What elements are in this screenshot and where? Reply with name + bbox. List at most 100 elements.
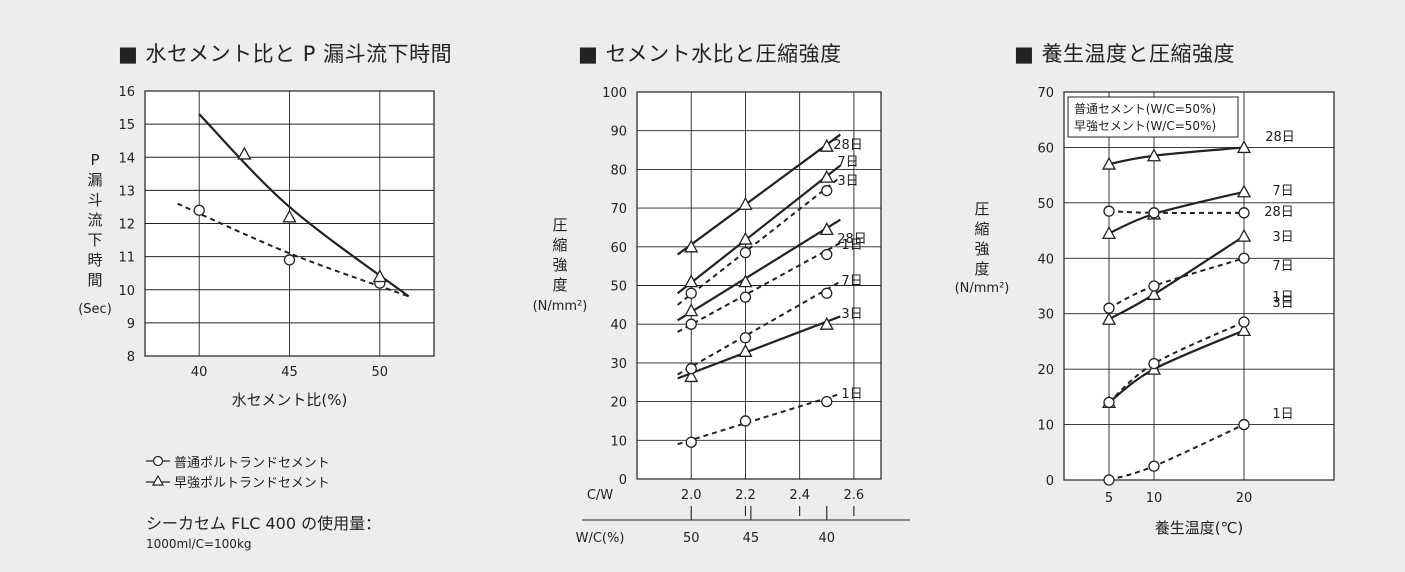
p2-series-label: 1日 bbox=[841, 238, 862, 253]
p3-legend-entry: 早強セメント(W/C=50%) bbox=[1074, 119, 1216, 133]
p1-x-tick-label: 40 bbox=[191, 365, 208, 380]
p1-y-tick-label: 13 bbox=[118, 184, 135, 199]
p2-data-point bbox=[738, 274, 753, 288]
p2-data-point bbox=[738, 343, 753, 357]
p3-data-point bbox=[1101, 311, 1117, 325]
p3-y-axis-label: 度 bbox=[974, 260, 989, 278]
p3-x-axis-label: 養生温度(℃) bbox=[1155, 519, 1244, 537]
p1-data-point bbox=[237, 146, 252, 160]
p1-data-point bbox=[283, 254, 296, 266]
p2-data-point bbox=[739, 291, 752, 303]
p1-x-tick-label: 50 bbox=[372, 365, 389, 380]
p3-data-point bbox=[1146, 286, 1162, 300]
p3-y-tick-label: 40 bbox=[1037, 252, 1054, 267]
p2-y-tick-label: 70 bbox=[610, 202, 627, 217]
p2-y-tick-label: 10 bbox=[610, 434, 627, 449]
p1-y-tick-label: 8 bbox=[127, 350, 135, 365]
p2-series-line-4 bbox=[677, 176, 841, 306]
p2-data-point bbox=[684, 369, 699, 383]
p3-series-label: 3日 bbox=[1272, 230, 1293, 245]
p1-y-unit: (Sec) bbox=[78, 302, 112, 317]
p2-y-axis-label: 度 bbox=[552, 276, 567, 294]
p3-y-tick-label: 20 bbox=[1037, 363, 1054, 378]
panel3-title: ■ 養生温度と圧縮強度 bbox=[1014, 42, 1236, 66]
p2-data-point bbox=[821, 185, 833, 197]
p2-series-line-1 bbox=[676, 164, 842, 295]
p3-y-axis-label: 圧 bbox=[974, 200, 989, 218]
p3-series-label: 7日 bbox=[1272, 184, 1293, 199]
p2-y-tick-label: 90 bbox=[610, 125, 627, 140]
p2-data-point bbox=[819, 222, 834, 236]
p2-x-tick-label: 2.0 bbox=[681, 488, 702, 503]
p2-y-tick-label: 30 bbox=[610, 357, 627, 372]
p3-y-axis-label: 縮 bbox=[974, 220, 989, 238]
p1-y-tick-label: 15 bbox=[118, 118, 135, 133]
p3-data-point bbox=[1236, 184, 1252, 198]
p3-data-point bbox=[1238, 207, 1250, 219]
p2-data-point bbox=[821, 395, 833, 408]
p3-y-tick-label: 70 bbox=[1037, 86, 1054, 101]
p3-y-tick-label: 50 bbox=[1037, 197, 1054, 212]
p2-wc-tick-label: 40 bbox=[819, 531, 836, 546]
p3-data-point bbox=[1103, 205, 1115, 217]
p3-legend-entry: 普通セメント(W/C=50%) bbox=[1074, 102, 1216, 116]
p1-data-point bbox=[372, 269, 387, 283]
p3-series-label: 3日 bbox=[1272, 296, 1293, 311]
p2-data-point bbox=[685, 318, 697, 330]
p2-data-point bbox=[819, 169, 834, 183]
p3-data-point bbox=[1101, 156, 1117, 170]
p1-y-tick-label: 12 bbox=[118, 218, 135, 233]
p2-data-point bbox=[685, 363, 697, 375]
p1-x-axis-label: 水セメント比(%) bbox=[232, 391, 348, 409]
p3-y-axis-label: 強 bbox=[974, 240, 989, 258]
p2-y-tick-label: 60 bbox=[610, 241, 627, 256]
p2-data-point bbox=[738, 231, 753, 245]
p3-x-tick-label: 5 bbox=[1105, 491, 1113, 506]
p3-data-point bbox=[1238, 252, 1250, 264]
p3-data-point bbox=[1236, 228, 1252, 242]
p2-series-line-2 bbox=[677, 218, 841, 322]
p3-data-point bbox=[1146, 148, 1162, 162]
p2-wc-tick-label: 50 bbox=[683, 531, 700, 546]
legend-item-early: 早強ポルトランドセメント bbox=[146, 471, 330, 491]
p3-series-label: 28日 bbox=[1264, 205, 1294, 220]
p2-y-tick-label: 0 bbox=[619, 473, 627, 488]
p2-data-point bbox=[821, 287, 833, 299]
p2-data-point bbox=[685, 436, 697, 448]
p3-data-point bbox=[1148, 207, 1160, 219]
p2-data-point bbox=[739, 246, 752, 259]
p1-y-axis-label: 流 bbox=[87, 211, 102, 229]
p3-data-point bbox=[1103, 302, 1115, 314]
p1-y-axis-label: 間 bbox=[87, 271, 102, 289]
p2-y-unit: (N/mm²) bbox=[533, 299, 588, 314]
p1-y-axis-label: 斗 bbox=[87, 191, 102, 209]
p1-data-point bbox=[282, 209, 297, 223]
p1-y-tick-label: 11 bbox=[118, 251, 135, 266]
p2-data-point bbox=[821, 248, 833, 261]
p3-series-label: 1日 bbox=[1272, 407, 1293, 422]
usage-note: シーカセム FLC 400 の使用量： bbox=[146, 514, 382, 533]
p2-wc-label: W/C(%) bbox=[576, 531, 625, 546]
p2-series-line-5 bbox=[677, 242, 841, 333]
legend-label-normal: 普通ポルトランドセメント bbox=[174, 455, 330, 471]
p2-data-point bbox=[819, 316, 834, 330]
p2-series-label: 1日 bbox=[841, 387, 862, 402]
p2-series-label: 7日 bbox=[841, 274, 862, 289]
p2-data-point bbox=[739, 415, 752, 427]
p1-y-axis-label: P bbox=[90, 151, 99, 169]
p2-data-point bbox=[738, 196, 753, 210]
p2-data-point bbox=[684, 303, 699, 317]
p2-y-axis-label: 強 bbox=[552, 256, 567, 274]
p3-data-point bbox=[1238, 418, 1250, 431]
p2-x-tick-label: 2.2 bbox=[735, 488, 756, 503]
p3-series-label: 1日 bbox=[1272, 290, 1293, 305]
legend-item-normal: 普通ポルトランドセメント bbox=[146, 451, 330, 471]
p2-series-line-0 bbox=[677, 133, 841, 256]
p2-series-line-6 bbox=[677, 280, 841, 376]
p3-x-tick-label: 10 bbox=[1146, 491, 1163, 506]
p3-data-point bbox=[1103, 396, 1115, 409]
p2-data-point bbox=[685, 287, 697, 299]
p1-data-point bbox=[193, 204, 205, 216]
panel1-legend: 普通ポルトランドセメント 早強ポルトランドセメント bbox=[146, 451, 330, 491]
